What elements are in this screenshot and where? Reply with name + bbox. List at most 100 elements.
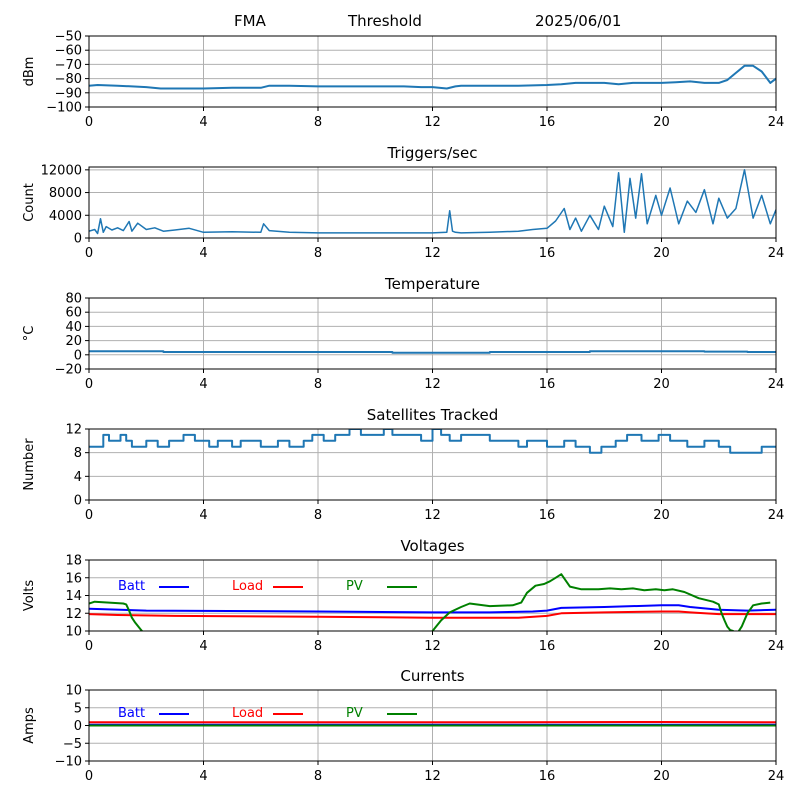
y-tick-label: 0 (74, 348, 82, 363)
y-tick-label: 4 (74, 470, 82, 485)
series-line-2-0 (89, 350, 776, 354)
x-tick-label: 16 (539, 508, 556, 523)
x-tick-label: 0 (85, 508, 93, 523)
legend-label-batt: Batt (118, 579, 145, 594)
y-tick-label: 10 (65, 625, 82, 640)
y-tick-label: 0 (74, 232, 82, 247)
panel-4: 0 4 8 12 16 20 24 10 12 14 16 18 Voltages Volts Batt Lo… (22, 537, 784, 654)
x-tick-label: 4 (199, 639, 207, 654)
panel-title: Satellites Tracked (367, 406, 498, 424)
y-tick-label: −90 (55, 86, 82, 101)
y-axis-label: Amps (22, 707, 37, 744)
panel-5: 0 4 8 12 16 20 24 −10 −5 0 5 10 Currents Amps Batt Load… (22, 667, 784, 784)
y-tick-label: 8000 (49, 186, 82, 201)
series-line-batt (89, 604, 776, 614)
panel-title: Voltages (400, 537, 464, 555)
x-tick-label: 0 (85, 246, 93, 261)
header-mode: Threshold (347, 12, 422, 30)
x-tick-label: 20 (653, 639, 670, 654)
y-tick-label: −60 (55, 44, 82, 59)
x-tick-label: 16 (539, 115, 556, 130)
x-tick-label: 8 (314, 377, 322, 392)
y-tick-label: 0 (74, 719, 82, 734)
x-tick-label: 12 (424, 115, 441, 130)
x-tick-label: 4 (199, 377, 207, 392)
x-tick-label: 20 (653, 377, 670, 392)
x-tick-label: 16 (539, 246, 556, 261)
x-tick-label: 24 (768, 246, 785, 261)
x-tick-label: 4 (199, 115, 207, 130)
series-line-load (89, 610, 776, 619)
x-tick-label: 24 (768, 769, 785, 784)
y-tick-label: 60 (65, 306, 82, 321)
legend-label-load: Load (232, 706, 263, 721)
x-tick-label: 16 (539, 639, 556, 654)
legend-label-pv: PV (346, 579, 363, 594)
y-tick-label: 18 (65, 554, 82, 569)
x-tick-label: 20 (653, 115, 670, 130)
x-tick-label: 24 (768, 508, 785, 523)
y-tick-label: −5 (63, 737, 82, 752)
x-tick-label: 8 (314, 246, 322, 261)
series-line-3-0 (89, 429, 776, 454)
y-tick-label: 12 (65, 607, 82, 622)
y-tick-label: 4000 (49, 209, 82, 224)
x-tick-label: 12 (424, 508, 441, 523)
header-date: 2025/06/01 (535, 12, 621, 30)
series-line-0-0 (89, 64, 776, 90)
x-tick-label: 24 (768, 377, 785, 392)
y-tick-label: −70 (55, 58, 82, 73)
y-tick-label: 5 (74, 701, 82, 716)
x-tick-label: 4 (199, 508, 207, 523)
x-tick-label: 12 (424, 377, 441, 392)
x-tick-label: 20 (653, 769, 670, 784)
panel-title: Triggers/sec (387, 144, 478, 162)
x-tick-label: 0 (85, 115, 93, 130)
x-tick-label: 0 (85, 377, 93, 392)
x-tick-label: 16 (539, 377, 556, 392)
legend-label-batt: Batt (118, 706, 145, 721)
y-tick-label: −100 (46, 101, 82, 116)
y-tick-label: −50 (55, 30, 82, 45)
y-tick-label: −80 (55, 72, 82, 87)
y-tick-label: 0 (74, 494, 82, 509)
x-tick-label: 0 (85, 639, 93, 654)
x-tick-label: 8 (314, 115, 322, 130)
series-line-pv (89, 573, 771, 631)
y-axis-label: °C (22, 326, 37, 342)
y-tick-label: −10 (55, 755, 82, 770)
legend-label-pv: PV (346, 706, 363, 721)
x-tick-label: 12 (424, 769, 441, 784)
x-tick-label: 4 (199, 769, 207, 784)
x-tick-label: 0 (85, 769, 93, 784)
x-tick-label: 12 (424, 246, 441, 261)
y-tick-label: 14 (65, 589, 82, 604)
y-tick-label: 40 (65, 320, 82, 335)
y-tick-label: 8 (74, 446, 82, 461)
panel-1: 0 4 8 12 16 20 24 0 4000 8000 12000 Triggers/sec Cou… (22, 144, 784, 261)
panel-0: 0 4 8 12 16 20 24 −100−90−80−70−60−50 dBm (22, 30, 784, 131)
y-tick-label: 12000 (41, 163, 82, 178)
y-tick-label: −20 (55, 363, 82, 378)
y-tick-label: 20 (65, 334, 82, 349)
panel-3: 0 4 8 12 16 20 24 0 4 8 12 Satellites Tracked Number (22, 406, 784, 523)
x-tick-label: 20 (653, 508, 670, 523)
x-tick-label: 24 (768, 639, 785, 654)
series-line-1-0 (89, 169, 776, 235)
panel-title: Temperature (384, 275, 480, 293)
y-tick-label: 16 (65, 571, 82, 586)
x-tick-label: 24 (768, 115, 785, 130)
header-station: FMA (234, 12, 267, 30)
x-tick-label: 8 (314, 508, 322, 523)
legend-label-load: Load (232, 579, 263, 594)
y-tick-label: 80 (65, 292, 82, 307)
y-axis-label: Volts (22, 580, 37, 612)
y-tick-label: 10 (65, 684, 82, 699)
x-tick-label: 8 (314, 769, 322, 784)
y-axis-label: dBm (22, 57, 37, 87)
panel-title: Currents (400, 667, 464, 685)
x-tick-label: 8 (314, 639, 322, 654)
